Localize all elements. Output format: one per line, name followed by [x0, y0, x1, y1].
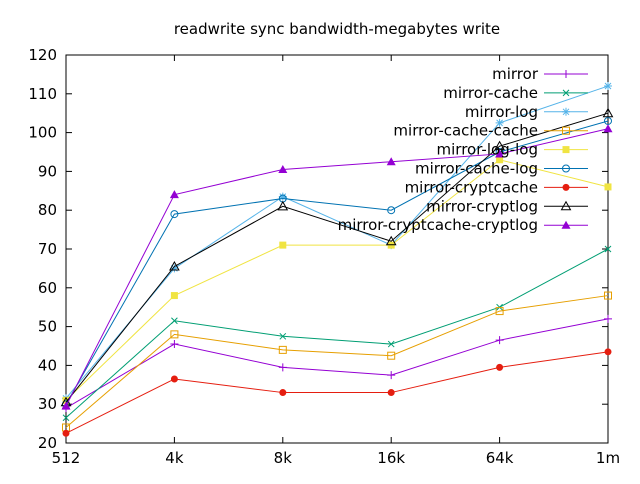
legend-marker-mirror-log: [562, 108, 570, 116]
data-point-mirror: [495, 336, 504, 345]
y-tick-label: 50: [38, 318, 57, 336]
legend-marker-mirror: [562, 70, 570, 78]
legend-marker-mirror-cryptcache-cryptlog: [561, 220, 571, 229]
legend-label-mirror-cryptlog: mirror-cryptlog: [426, 197, 538, 215]
data-point-mirror-cryptcache-cryptlog: [278, 164, 288, 173]
series-line-mirror-cryptcache-cryptlog: [65, 128, 609, 407]
plot-area: 20 30 40 50 60 70 80 90 100 110 120 512 4k 8k 16k 64k 1m…: [28, 46, 620, 467]
data-point-mirror-cryptcache: [387, 389, 395, 397]
series-line-mirror: [65, 318, 609, 409]
data-point-mirror-cryptlog: [385, 235, 397, 246]
series-line-mirror-cache-cache: [65, 295, 609, 428]
data-point-mirror-cache-cache: [170, 330, 179, 339]
data-point-mirror: [170, 340, 179, 349]
data-point-mirror-cryptcache: [170, 375, 178, 383]
y-tick-label: 120: [28, 46, 57, 64]
data-point-mirror-cache: [62, 414, 70, 422]
legend-marker-mirror-cache: [562, 89, 570, 97]
data-point-mirror-cryptcache: [604, 348, 612, 356]
x-tick-label: 8k: [274, 449, 293, 467]
data-point-mirror-cryptcache: [279, 389, 287, 397]
legend-label-mirror-log: mirror-log: [465, 103, 538, 121]
data-point-mirror-cache-cache: [278, 345, 287, 354]
series-line-mirror-cache: [65, 248, 609, 419]
data-point-mirror-log-log: [604, 183, 612, 191]
data-point-mirror-cryptcache: [62, 429, 70, 437]
data-point-mirror-cryptcache: [496, 363, 504, 371]
series-line-mirror-cache-log: [65, 120, 609, 405]
data-point-mirror-log: [496, 119, 503, 127]
data-point-mirror-cache-log: [387, 206, 396, 215]
data-point-mirror-cryptcache-cryptlog: [386, 157, 396, 166]
series-line-mirror-cryptlog: [65, 112, 609, 403]
data-point-mirror-cryptlog: [277, 200, 289, 211]
y-tick-label: 100: [28, 124, 57, 142]
y-tick-label: 30: [38, 395, 57, 413]
y-tick-label: 20: [38, 434, 57, 452]
data-point-mirror-cache-cache: [387, 351, 396, 360]
legend-label-mirror-cryptcache-cryptlog: mirror-cryptcache-cryptlog: [338, 216, 538, 234]
legend-marker-mirror-cryptcache: [562, 183, 570, 191]
data-point-mirror: [278, 363, 287, 372]
legend-marker-mirror-cryptlog: [560, 200, 572, 211]
data-point-mirror-log-log: [496, 156, 504, 164]
y-tick-label: 90: [38, 162, 57, 180]
data-point-mirror: [387, 371, 396, 380]
data-point-mirror: [604, 314, 612, 323]
data-point-mirror-log-log: [279, 241, 287, 249]
series-line-mirror-log-log: [65, 159, 609, 401]
legend-label-mirror-cache: mirror-cache: [443, 84, 538, 102]
series-line-mirror-log: [65, 85, 609, 399]
data-point-mirror-cryptcache-cryptlog: [495, 149, 505, 158]
series-line-mirror-cryptcache: [65, 351, 609, 434]
data-point-mirror-cache: [279, 332, 287, 340]
data-point-mirror-cryptcache-cryptlog: [169, 190, 179, 199]
chart-title: readwrite sync bandwidth-megabytes write: [174, 20, 500, 38]
x-tick-label: 4k: [165, 449, 184, 467]
x-tick-label: 512: [52, 449, 81, 467]
data-point-mirror-cache-cache: [604, 291, 612, 300]
legend-marker-mirror-cache-log: [562, 164, 570, 173]
legend-label-mirror-cache-log: mirror-cache-log: [415, 160, 538, 178]
data-point-mirror-cryptlog: [602, 107, 614, 118]
y-tick-label: 110: [28, 85, 57, 103]
data-point-mirror-cache: [604, 245, 612, 253]
data-point-mirror-cryptcache-cryptlog: [61, 401, 71, 410]
x-tick-label: 1m: [596, 449, 620, 467]
x-tick-label: 16k: [377, 449, 405, 467]
y-tick-label: 60: [38, 279, 57, 297]
y-tick-label: 70: [38, 240, 57, 258]
legend-label-mirror: mirror: [492, 65, 539, 83]
data-point-mirror-cache: [171, 317, 178, 325]
data-point-mirror-log: [604, 82, 612, 90]
legend-label-mirror-cryptcache: mirror-cryptcache: [405, 178, 538, 196]
legend-label-mirror-log-log: mirror-log-log: [437, 141, 538, 159]
data-point-mirror-cache-cache: [495, 307, 504, 316]
x-tick-label: 64k: [486, 449, 514, 467]
y-tick-label: 80: [38, 201, 57, 219]
legend-marker-mirror-log-log: [562, 146, 570, 154]
data-point-mirror-cache-log: [170, 210, 179, 219]
legend-marker-mirror-cache-cache: [562, 126, 570, 135]
data-point-mirror-cache: [387, 340, 395, 348]
y-tick-label: 40: [38, 356, 57, 374]
legend-label-mirror-cache-cache: mirror-cache-cache: [393, 122, 538, 140]
data-point-mirror-cryptlog: [169, 260, 180, 271]
data-point-mirror-cryptcache-cryptlog: [603, 124, 613, 133]
data-point-mirror-log-log: [170, 292, 178, 300]
